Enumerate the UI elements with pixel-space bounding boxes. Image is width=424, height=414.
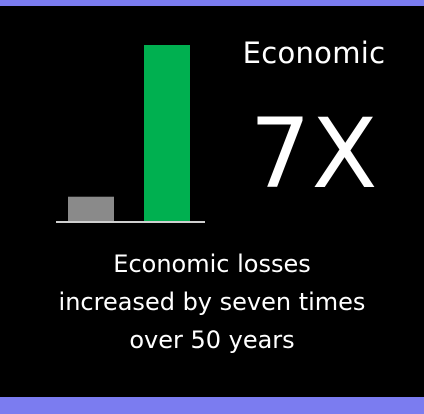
caption-line-1: Economic losses — [113, 250, 311, 278]
caption-line-3: over 50 years — [129, 326, 295, 354]
caption-line-2: increased by seven times — [58, 288, 366, 316]
bar-before — [68, 196, 114, 222]
category-heading: Economic — [242, 36, 386, 70]
top-accent-band — [0, 0, 424, 6]
multiplier-figure: 7X — [249, 98, 379, 210]
bottom-accent-band — [0, 397, 424, 414]
caption: Economic losses increased by seven times… — [10, 245, 414, 359]
bar-after — [144, 45, 190, 222]
